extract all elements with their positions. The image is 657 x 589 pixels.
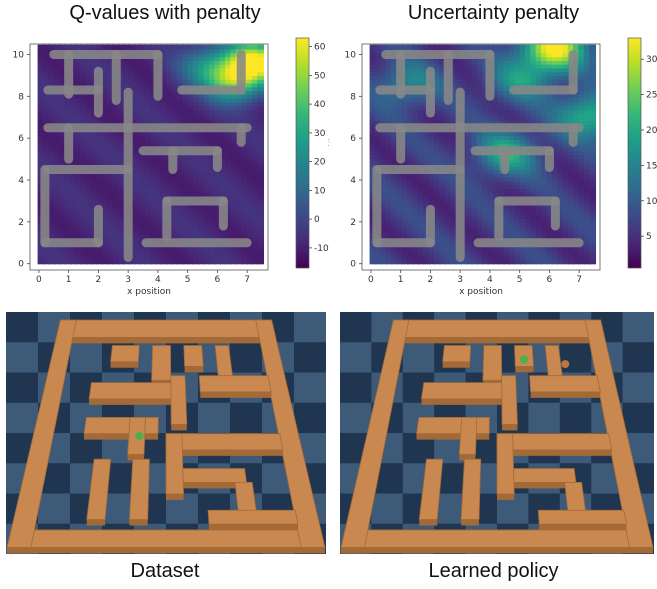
colorbar-tick-label: 50 bbox=[314, 71, 326, 81]
dataset-maze-render bbox=[6, 312, 326, 554]
maze-wall-block bbox=[129, 458, 150, 520]
y-tick-label: 10 bbox=[345, 50, 357, 60]
maze-wall-block bbox=[458, 417, 478, 455]
x-tick-label: 2 bbox=[428, 275, 434, 285]
maze-wall-block bbox=[501, 375, 518, 425]
maze-wall-block bbox=[182, 468, 247, 483]
colorbar-tick-label: -10 bbox=[314, 244, 329, 254]
maze-wall-block bbox=[537, 509, 627, 525]
colorbar bbox=[295, 37, 310, 269]
colorbar bbox=[627, 37, 642, 269]
maze-wall-block bbox=[442, 345, 472, 363]
maze-wall-block bbox=[255, 319, 326, 548]
maze-wall-block bbox=[513, 468, 577, 483]
y-tick-label: 0 bbox=[18, 260, 24, 270]
maze-walls bbox=[340, 319, 654, 554]
x-tick-label: 4 bbox=[487, 275, 493, 285]
plot-frame bbox=[361, 43, 601, 271]
maze-wall-block bbox=[584, 319, 654, 548]
maze-wall-block bbox=[165, 433, 184, 495]
y-tick-label: 2 bbox=[350, 218, 356, 228]
x-tick-label: 3 bbox=[457, 275, 463, 285]
y-tick-label: 4 bbox=[18, 176, 24, 186]
agent-marker bbox=[135, 432, 144, 440]
x-tick-label: 5 bbox=[517, 275, 523, 285]
colorbar-tick-label: 15 bbox=[646, 161, 657, 171]
x-tick-label: 7 bbox=[576, 275, 582, 285]
x-tick-label: 1 bbox=[66, 275, 72, 285]
colorbar-tick-label: 10 bbox=[314, 186, 326, 196]
maze-wall-block bbox=[110, 345, 140, 363]
colorbar-tick-label: 30 bbox=[314, 129, 326, 139]
goal-marker bbox=[561, 360, 570, 369]
x-tick-label: 5 bbox=[185, 275, 191, 285]
x-tick-label: 0 bbox=[36, 275, 42, 285]
maze-wall-block bbox=[165, 433, 284, 451]
y-tick-label: 0 bbox=[350, 260, 356, 270]
colorbar-tick-label: 30 bbox=[646, 55, 657, 65]
maze-wall-block bbox=[340, 529, 654, 548]
maze-wall-block bbox=[460, 458, 482, 520]
colorbar-tick-label: 60 bbox=[314, 43, 326, 53]
x-tick-label: 1 bbox=[398, 275, 404, 285]
maze-wall-block bbox=[151, 345, 172, 381]
maze-wall-block bbox=[207, 509, 299, 525]
maze-wall-block bbox=[170, 375, 188, 425]
colorbar-tick-label: 20 bbox=[314, 158, 326, 168]
uncertainty-penalty-heatmap-chart: 0 1 2 3 4 5 6 7 0 2 4 6 8 10 x position 30 25 20 15 10 5 bbox=[345, 37, 657, 297]
y-tick-label: 8 bbox=[350, 92, 356, 102]
x-tick-label: 6 bbox=[547, 275, 553, 285]
y-tick-label: 6 bbox=[18, 134, 24, 144]
agent-marker bbox=[520, 355, 529, 364]
title-q-values: Q-values with penalty bbox=[69, 2, 261, 24]
maze-wall-block bbox=[496, 433, 515, 495]
x-tick-label: 3 bbox=[125, 275, 131, 285]
x-tick-label: 0 bbox=[368, 275, 374, 285]
maze-wall-block bbox=[388, 319, 606, 338]
learned-policy-maze-render bbox=[340, 312, 654, 554]
x-tick-label: 7 bbox=[244, 275, 250, 285]
y-tick-label: 2 bbox=[18, 218, 24, 228]
x-axis-label: x position bbox=[127, 287, 171, 297]
colorbar-tick-label: 5 bbox=[646, 232, 652, 242]
colorbar-tick-label: 25 bbox=[646, 91, 657, 101]
maze-wall-block bbox=[529, 375, 601, 393]
maze-wall-block bbox=[340, 319, 410, 548]
maze-wall-block bbox=[496, 433, 613, 451]
maze-wall-block bbox=[416, 417, 490, 435]
x-tick-label: 4 bbox=[155, 275, 161, 285]
maze-wall-block bbox=[198, 375, 272, 393]
caption-learned-policy: Learned policy bbox=[428, 560, 559, 582]
maze-wall-block bbox=[482, 345, 503, 381]
x-tick-label: 2 bbox=[96, 275, 102, 285]
x-axis-label: x position bbox=[459, 287, 503, 297]
maze-wall-block bbox=[6, 529, 326, 548]
title-uncertainty-penalty: Uncertainty penalty bbox=[407, 2, 580, 24]
caption-dataset: Dataset bbox=[130, 560, 200, 582]
x-tick-label: 6 bbox=[215, 275, 221, 285]
maze-wall-block bbox=[6, 319, 77, 548]
maze-wall-block bbox=[55, 319, 277, 338]
colorbar-tick-label: 40 bbox=[314, 100, 326, 110]
dataset-trajectories bbox=[372, 49, 584, 262]
dataset-trajectories bbox=[40, 49, 252, 262]
plot-frame bbox=[29, 43, 269, 271]
maze-walls bbox=[6, 319, 326, 554]
q-values-heatmap-chart: 0 1 2 3 4 5 6 7 0 2 4 6 8 10 x position 60 50 40 30 20 10 0 -1… bbox=[13, 37, 330, 297]
colorbar-tick-label: 20 bbox=[646, 126, 657, 136]
colorbar-tick-label: 0 bbox=[314, 215, 320, 225]
maze-wall-block bbox=[83, 417, 159, 435]
y-tick-label: 6 bbox=[350, 134, 356, 144]
y-axis-label: y position bbox=[328, 114, 330, 158]
y-tick-label: 10 bbox=[13, 50, 25, 60]
y-tick-label: 8 bbox=[18, 92, 24, 102]
y-tick-label: 4 bbox=[350, 176, 356, 186]
maze-wall-block bbox=[183, 345, 204, 367]
colorbar-tick-label: 10 bbox=[646, 197, 657, 207]
